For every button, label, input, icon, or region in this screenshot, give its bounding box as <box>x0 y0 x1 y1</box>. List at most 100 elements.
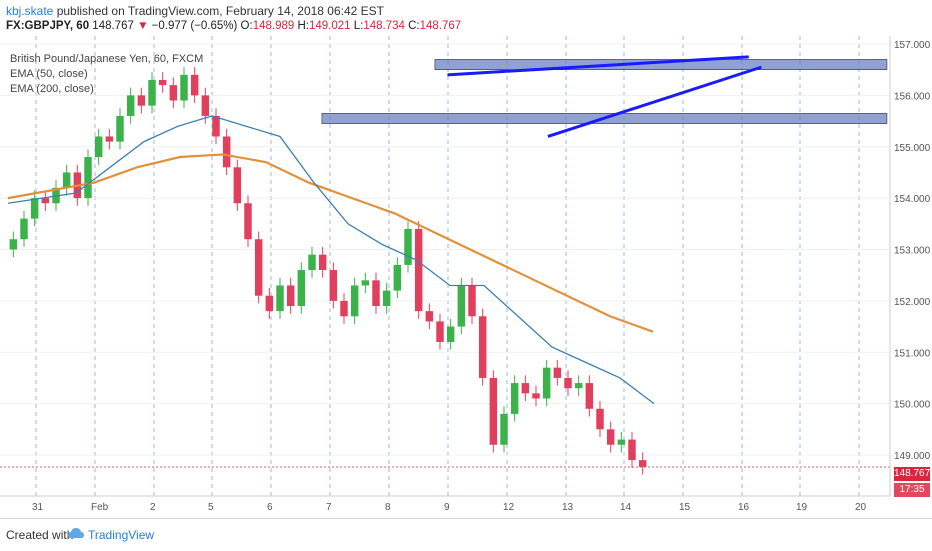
candle-down <box>137 95 146 106</box>
change-value: −0.977 (−0.65%) <box>151 20 238 32</box>
candle-up <box>116 115 124 142</box>
candle-down <box>489 377 498 445</box>
time-tick-label: 5 <box>208 502 214 513</box>
candle-down <box>521 383 530 394</box>
time-tick-label: 12 <box>503 502 515 513</box>
tradingview-link[interactable]: TradingView <box>88 528 155 542</box>
candle-up <box>617 439 626 445</box>
candle-up <box>62 172 71 188</box>
ema200-line <box>7 153 654 333</box>
candle-up <box>308 254 316 271</box>
candle-up <box>574 383 583 389</box>
candle-up <box>457 285 466 327</box>
change-down-icon: ▼ <box>137 20 149 32</box>
created-with-text: Created with <box>6 528 74 542</box>
price-tick-label: 157.000 <box>894 40 931 51</box>
drawn-trendlines[interactable] <box>447 55 932 489</box>
high-label: H: <box>297 20 309 32</box>
candle-down <box>286 285 295 307</box>
last-price-tag: 148.767 <box>894 467 931 481</box>
time-tick-label: 6 <box>267 502 273 513</box>
price-gridlines <box>0 43 890 456</box>
price-tick-label: 151.000 <box>894 348 931 359</box>
high-value: 149.021 <box>308 20 351 32</box>
candle-up <box>446 326 455 342</box>
candle-down <box>244 203 252 240</box>
candle-down <box>425 311 434 322</box>
candle-down <box>201 95 210 116</box>
candle-down <box>638 460 647 467</box>
trendline <box>547 65 762 138</box>
legend-title: British Pound/Japanese Yen, 60, FXCM <box>10 53 204 65</box>
candle-down <box>190 74 199 96</box>
chart-legend: British Pound/Japanese Yen, 60, FXCM EMA… <box>10 52 203 97</box>
published-text: published on TradingView.com, February 1… <box>53 4 385 18</box>
chart-header: kbj.skate published on TradingView.com, … <box>0 0 932 36</box>
candle-down <box>340 300 348 317</box>
candle-down <box>158 79 167 86</box>
open-label: O: <box>240 20 253 32</box>
legend-ema200: EMA (200, close) <box>10 83 94 95</box>
candle-down <box>254 239 263 296</box>
candle-up <box>542 367 551 399</box>
price-tick-label: 155.000 <box>894 143 931 154</box>
price-tick-label: 152.000 <box>894 297 931 308</box>
candle-down <box>436 321 444 342</box>
candle-down <box>41 198 50 204</box>
candle-down <box>169 85 178 101</box>
candle-down <box>585 383 594 409</box>
low-label: L: <box>353 20 364 32</box>
time-tick-label: Feb <box>91 502 109 513</box>
candle-up <box>126 95 135 116</box>
candle-down <box>532 393 540 399</box>
time-axis[interactable]: 31 Feb 2 5 6 7 8 9 12 13 14 15 16 19 20 <box>32 502 867 513</box>
plot-area[interactable] <box>0 36 890 496</box>
legend-ema50: EMA (50, close) <box>10 68 88 80</box>
candle-up <box>500 413 508 445</box>
candle-down <box>329 270 338 301</box>
time-tick-label: 13 <box>562 502 574 513</box>
author-link[interactable]: kbj.skate <box>6 4 54 18</box>
ema50-line <box>7 115 655 405</box>
time-tick-label: 19 <box>796 502 808 513</box>
candle-down <box>233 167 242 204</box>
price-axis[interactable]: 157.000 156.000 155.000 154.000 153.000 152.0… <box>894 40 931 462</box>
time-tick-label: 8 <box>385 502 391 513</box>
candle-up <box>276 285 284 312</box>
price-tick-label: 150.000 <box>894 400 931 411</box>
support-zone <box>434 59 888 70</box>
price-tick-label: 153.000 <box>894 246 931 257</box>
candle-down <box>628 439 636 461</box>
time-tick-label: 16 <box>738 502 750 513</box>
candle-up <box>84 157 92 199</box>
candle-down <box>212 115 220 137</box>
time-tick-label: 7 <box>326 502 332 513</box>
price-tick-label: 149.000 <box>894 451 931 462</box>
candle-down <box>606 429 615 445</box>
candle-down <box>222 136 231 168</box>
candle-up <box>9 239 18 250</box>
candle-down <box>318 254 327 271</box>
candle-down <box>414 228 423 312</box>
close-value: 148.767 <box>419 20 462 32</box>
candle-up <box>297 270 306 307</box>
low-value: 148.734 <box>363 20 405 32</box>
countdown-tag: 17:35 <box>894 483 930 497</box>
candle-down <box>553 367 562 378</box>
time-tick-label: 2 <box>150 502 156 513</box>
candle-up <box>393 264 402 291</box>
close-label: C: <box>408 20 420 32</box>
candle-up <box>350 285 359 317</box>
last-price: 148.767 <box>92 20 134 32</box>
price-chart[interactable]: 157.000 156.000 155.000 154.000 153.000 152.0… <box>0 36 932 518</box>
price-tick-label: 154.000 <box>894 194 931 205</box>
trendline <box>447 55 749 77</box>
candle-up <box>30 198 39 219</box>
candle-up <box>94 136 103 158</box>
candle-down <box>105 136 114 142</box>
candle-up <box>148 79 156 106</box>
candle-down <box>265 295 274 312</box>
time-tick-label: 31 <box>32 502 44 513</box>
ohlc-line: FX:GBPJPY, 60 148.767 ▼ −0.977 (−0.65%) … <box>6 20 461 32</box>
candle-down <box>596 408 604 430</box>
